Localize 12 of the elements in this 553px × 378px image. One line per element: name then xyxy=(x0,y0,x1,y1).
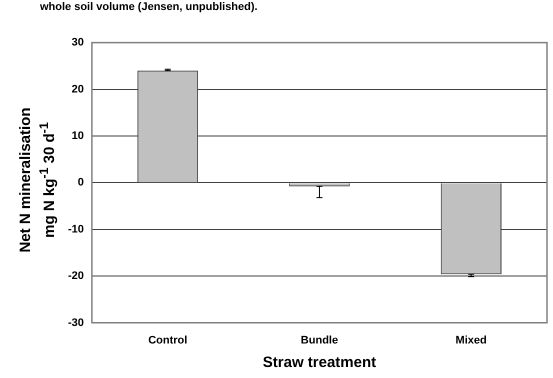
y-tick-label: -20 xyxy=(68,270,84,282)
y-tick-label: -30 xyxy=(68,316,84,329)
x-axis-title: Straw treatment xyxy=(262,354,376,372)
y-tick-label: 30 xyxy=(72,36,84,49)
y-tick-label: 10 xyxy=(72,130,84,142)
text: whole soil volume (Jensen, unpublished). xyxy=(40,1,258,14)
y-tick-label: 0 xyxy=(78,176,84,189)
y-tick-label: -10 xyxy=(68,223,84,236)
y-tick-label: 20 xyxy=(72,83,84,96)
x-tick-label: Bundle xyxy=(300,334,338,346)
x-tick-label: Mixed xyxy=(456,334,487,346)
x-tick-label: Control xyxy=(148,334,188,346)
